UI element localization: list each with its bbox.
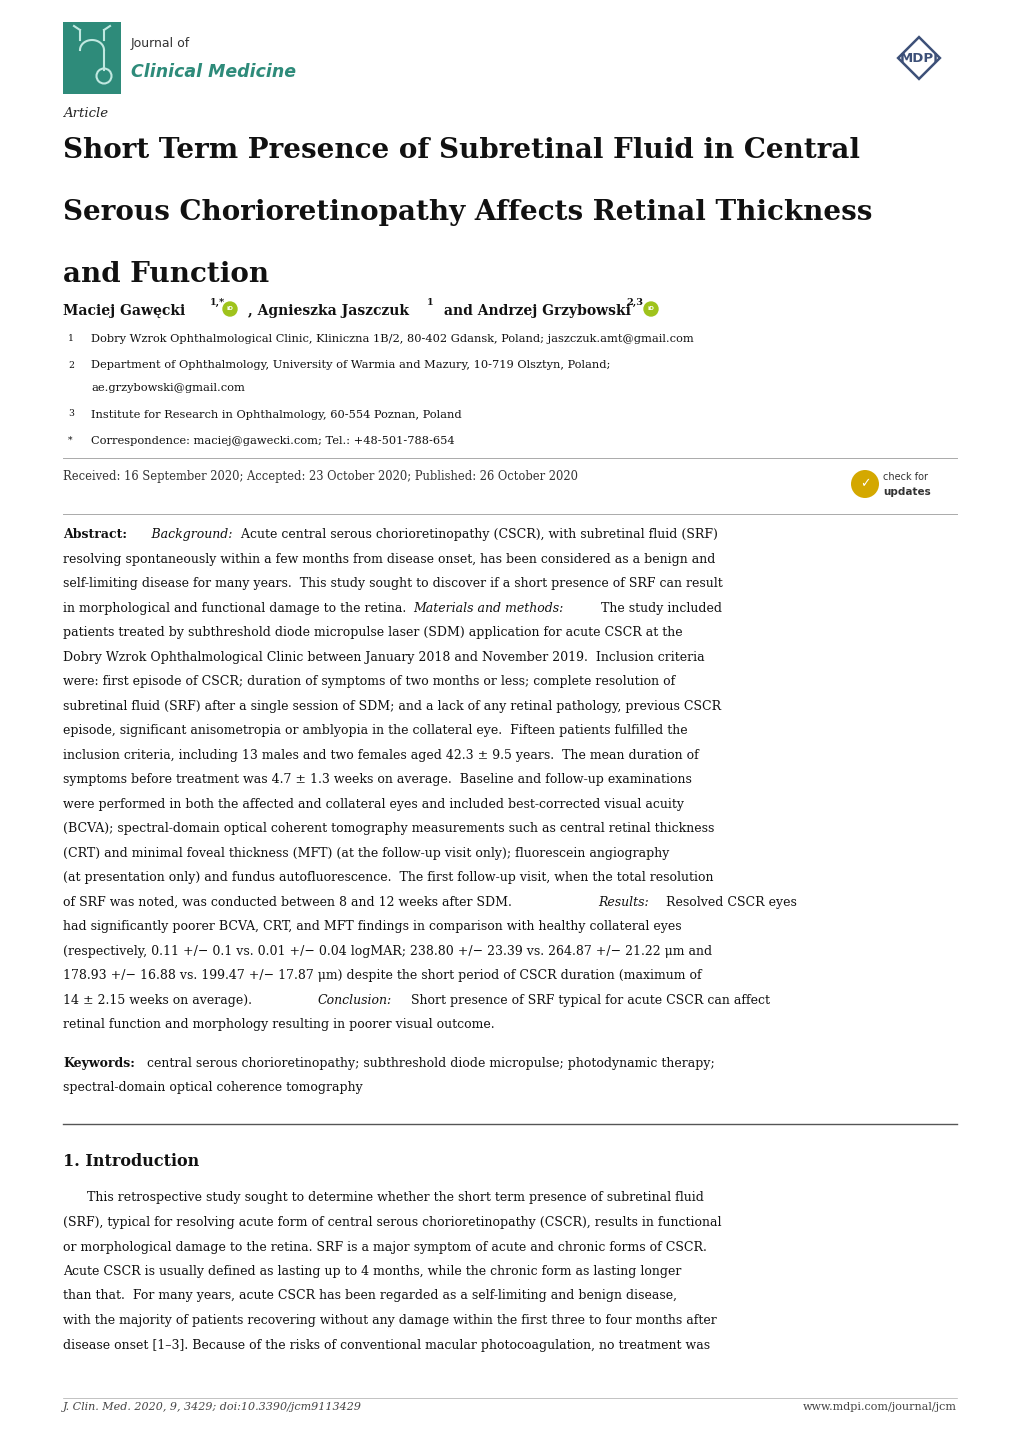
Text: patients treated by subthreshold diode micropulse laser (SDM) application for ac: patients treated by subthreshold diode m… (63, 626, 682, 639)
FancyBboxPatch shape (63, 22, 121, 94)
Text: Results:: Results: (597, 895, 648, 908)
Text: and Andrzej Grzybowski: and Andrzej Grzybowski (438, 304, 631, 319)
Text: (CRT) and minimal foveal thickness (MFT) (at the follow-up visit only); fluoresc: (CRT) and minimal foveal thickness (MFT)… (63, 846, 668, 859)
Text: J. Clin. Med. 2020, 9, 3429; doi:10.3390/jcm9113429: J. Clin. Med. 2020, 9, 3429; doi:10.3390… (63, 1402, 362, 1412)
Text: check for: check for (882, 472, 927, 482)
Text: Institute for Research in Ophthalmology, 60-554 Poznan, Poland: Institute for Research in Ophthalmology,… (91, 410, 462, 420)
Text: 178.93 +/− 16.88 vs. 199.47 +/− 17.87 μm) despite the short period of CSCR durat: 178.93 +/− 16.88 vs. 199.47 +/− 17.87 μm… (63, 969, 701, 982)
Text: The study included: The study included (592, 601, 721, 614)
Text: Short presence of SRF typical for acute CSCR can affect: Short presence of SRF typical for acute … (403, 994, 769, 1007)
Text: This retrospective study sought to determine whether the short term presence of : This retrospective study sought to deter… (63, 1191, 703, 1204)
Text: Serous Chorioretinopathy Affects Retinal Thickness: Serous Chorioretinopathy Affects Retinal… (63, 199, 871, 226)
Text: MDPI: MDPI (899, 52, 937, 65)
Text: Abstract:: Abstract: (63, 528, 127, 541)
Circle shape (850, 470, 878, 497)
Text: Acute CSCR is usually defined as lasting up to 4 months, while the chronic form : Acute CSCR is usually defined as lasting… (63, 1265, 681, 1278)
Text: resolving spontaneously within a few months from disease onset, has been conside: resolving spontaneously within a few mon… (63, 552, 714, 565)
Text: symptoms before treatment was 4.7 ± 1.3 weeks on average.  Baseline and follow-u: symptoms before treatment was 4.7 ± 1.3 … (63, 773, 691, 786)
Text: than that.  For many years, acute CSCR has been regarded as a self-limiting and : than that. For many years, acute CSCR ha… (63, 1289, 677, 1302)
Text: 1,*: 1,* (210, 298, 225, 307)
Text: were: first episode of CSCR; duration of symptoms of two months or less; complet: were: first episode of CSCR; duration of… (63, 675, 675, 688)
Text: and Function: and Function (63, 261, 269, 288)
Text: 2,3: 2,3 (626, 298, 642, 307)
Text: Received: 16 September 2020; Accepted: 23 October 2020; Published: 26 October 20: Received: 16 September 2020; Accepted: 2… (63, 470, 578, 483)
Text: had significantly poorer BCVA, CRT, and MFT findings in comparison with healthy : had significantly poorer BCVA, CRT, and … (63, 920, 681, 933)
Text: Clinical Medicine: Clinical Medicine (130, 63, 296, 81)
Text: ✓: ✓ (859, 477, 869, 490)
Text: iD: iD (226, 307, 233, 311)
Text: Correspondence: maciej@gawecki.com; Tel.: +48-501-788-654: Correspondence: maciej@gawecki.com; Tel.… (91, 435, 454, 446)
Text: 2: 2 (68, 360, 74, 369)
Text: self-limiting disease for many years.  This study sought to discover if a short : self-limiting disease for many years. Th… (63, 577, 722, 590)
Text: of SRF was noted, was conducted between 8 and 12 weeks after SDM.: of SRF was noted, was conducted between … (63, 895, 520, 908)
Text: *: * (68, 435, 72, 446)
Text: spectral-domain optical coherence tomography: spectral-domain optical coherence tomogr… (63, 1082, 363, 1094)
Text: Dobry Wzrok Ophthalmological Clinic, Kliniczna 1B/2, 80-402 Gdansk, Poland; jasz: Dobry Wzrok Ophthalmological Clinic, Kli… (91, 335, 693, 345)
Text: 3: 3 (68, 410, 73, 418)
Text: 1: 1 (68, 335, 74, 343)
Text: with the majority of patients recovering without any damage within the first thr: with the majority of patients recovering… (63, 1314, 716, 1327)
Text: (BCVA); spectral-domain optical coherent tomography measurements such as central: (BCVA); spectral-domain optical coherent… (63, 822, 713, 835)
Text: (respectively, 0.11 +/− 0.1 vs. 0.01 +/− 0.04 logMAR; 238.80 +/− 23.39 vs. 264.8: (respectively, 0.11 +/− 0.1 vs. 0.01 +/−… (63, 945, 711, 957)
Text: central serous chorioretinopathy; subthreshold diode micropulse; photodynamic th: central serous chorioretinopathy; subthr… (143, 1057, 714, 1070)
Text: Dobry Wzrok Ophthalmological Clinic between January 2018 and November 2019.  Inc: Dobry Wzrok Ophthalmological Clinic betw… (63, 650, 704, 663)
Text: updates: updates (882, 487, 929, 497)
Text: www.mdpi.com/journal/jcm: www.mdpi.com/journal/jcm (802, 1402, 956, 1412)
Circle shape (643, 301, 657, 316)
Text: Journal of: Journal of (130, 37, 191, 50)
Text: ae.grzybowski@gmail.com: ae.grzybowski@gmail.com (91, 384, 245, 394)
Text: 1: 1 (427, 298, 433, 307)
Text: or morphological damage to the retina. SRF is a major symptom of acute and chron: or morphological damage to the retina. S… (63, 1240, 706, 1253)
Text: Resolved CSCR eyes: Resolved CSCR eyes (657, 895, 796, 908)
Text: inclusion criteria, including 13 males and two females aged 42.3 ± 9.5 years.  T: inclusion criteria, including 13 males a… (63, 748, 698, 761)
Text: Materials and methods:: Materials and methods: (413, 601, 562, 614)
Circle shape (223, 301, 236, 316)
Text: Acute central serous chorioretinopathy (CSCR), with subretinal fluid (SRF): Acute central serous chorioretinopathy (… (232, 528, 717, 541)
Text: Maciej Gawęcki: Maciej Gawęcki (63, 304, 185, 319)
Text: Keywords:: Keywords: (63, 1057, 135, 1070)
Text: , Agnieszka Jaszczuk: , Agnieszka Jaszczuk (248, 304, 409, 319)
Text: episode, significant anisometropia or amblyopia in the collateral eye.  Fifteen : episode, significant anisometropia or am… (63, 724, 687, 737)
Text: subretinal fluid (SRF) after a single session of SDM; and a lack of any retinal : subretinal fluid (SRF) after a single se… (63, 699, 720, 712)
Text: Background:: Background: (145, 528, 232, 541)
Text: Short Term Presence of Subretinal Fluid in Central: Short Term Presence of Subretinal Fluid … (63, 137, 859, 164)
Text: were performed in both the affected and collateral eyes and included best-correc: were performed in both the affected and … (63, 797, 684, 810)
Text: retinal function and morphology resulting in poorer visual outcome.: retinal function and morphology resultin… (63, 1018, 494, 1031)
Text: 1. Introduction: 1. Introduction (63, 1154, 199, 1171)
Text: 14 ± 2.15 weeks on average).: 14 ± 2.15 weeks on average). (63, 994, 260, 1007)
Text: in morphological and functional damage to the retina.: in morphological and functional damage t… (63, 601, 414, 614)
Text: Article: Article (63, 107, 108, 120)
Text: (SRF), typical for resolving acute form of central serous chorioretinopathy (CSC: (SRF), typical for resolving acute form … (63, 1216, 720, 1229)
Text: (at presentation only) and fundus autofluorescence.  The first follow-up visit, : (at presentation only) and fundus autofl… (63, 871, 713, 884)
Text: Conclusion:: Conclusion: (318, 994, 392, 1007)
Text: Department of Ophthalmology, University of Warmia and Mazury, 10-719 Olsztyn, Po: Department of Ophthalmology, University … (91, 360, 609, 371)
Text: disease onset [1–3]. Because of the risks of conventional macular photocoagulati: disease onset [1–3]. Because of the risk… (63, 1338, 709, 1351)
Text: iD: iD (647, 307, 654, 311)
